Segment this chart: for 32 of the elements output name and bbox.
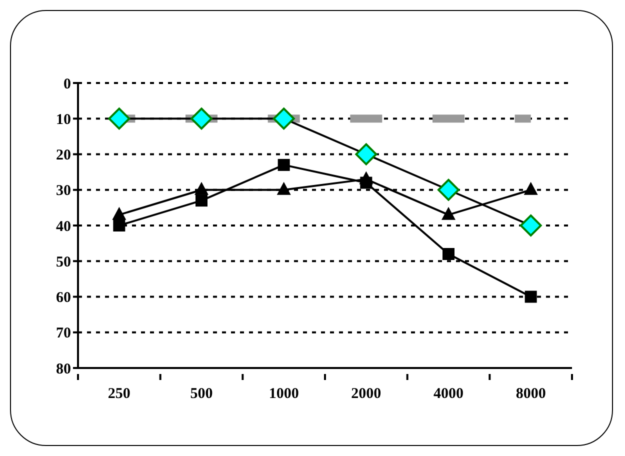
x-tick-label: 4000 bbox=[434, 386, 464, 402]
x-tick-label: 1000 bbox=[268, 386, 299, 402]
y-tick-label: 10 bbox=[56, 112, 71, 128]
point bbox=[438, 178, 460, 201]
point bbox=[278, 158, 290, 171]
y-tick-label: 80 bbox=[56, 361, 71, 378]
x-tick-label: 500 bbox=[190, 386, 213, 402]
point bbox=[276, 182, 291, 195]
point bbox=[442, 248, 454, 260]
point bbox=[524, 290, 537, 303]
x-tick-label: 8000 bbox=[516, 386, 546, 402]
x-tick-label: 2000 bbox=[351, 386, 382, 402]
y-tick-label: 20 bbox=[56, 148, 71, 164]
point bbox=[355, 143, 378, 166]
point bbox=[360, 176, 372, 189]
point bbox=[108, 108, 130, 130]
point bbox=[113, 220, 126, 232]
y-tick-label: 50 bbox=[56, 254, 71, 270]
y-tick-label: 30 bbox=[56, 183, 71, 200]
point bbox=[194, 182, 208, 195]
y-tick-label: 70 bbox=[56, 326, 71, 342]
y-tick-label: 60 bbox=[56, 290, 71, 306]
point bbox=[524, 182, 538, 195]
y-tick-label: 0 bbox=[64, 76, 71, 92]
point bbox=[190, 108, 212, 130]
point bbox=[112, 206, 126, 220]
point bbox=[196, 194, 208, 207]
y-tick-label: 40 bbox=[56, 218, 71, 235]
x-tick-label: 250 bbox=[108, 386, 130, 402]
point bbox=[272, 108, 295, 130]
point bbox=[442, 206, 456, 220]
point bbox=[520, 214, 542, 236]
